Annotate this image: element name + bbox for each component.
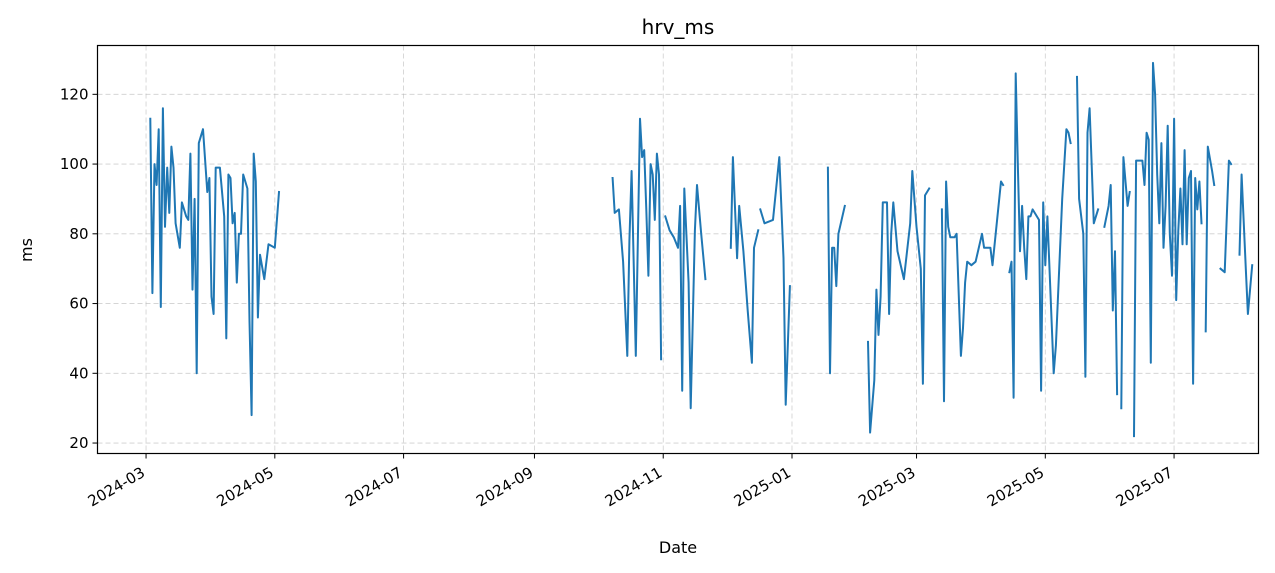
series-lines — [149, 61, 1254, 438]
series-line-segment — [866, 170, 931, 434]
series-line-segment — [1008, 72, 1072, 399]
chart-title: hrv_ms — [642, 15, 715, 39]
plot-area-frame — [96, 44, 1260, 455]
series-line-segment — [826, 166, 846, 375]
y-axis-label: ms — [17, 238, 36, 262]
series-line-segment — [1103, 184, 1119, 396]
y-tick-label: 40 — [69, 364, 88, 382]
series-line-segment — [729, 156, 760, 364]
y-tick-label: 120 — [60, 85, 89, 103]
series-line-segment — [1219, 159, 1233, 274]
y-tick-label: 80 — [69, 225, 88, 243]
series-line-segment — [611, 117, 663, 361]
series-line-segment — [1075, 75, 1100, 378]
series-line-segment — [759, 156, 791, 406]
y-tick-label: 100 — [60, 155, 89, 173]
grid-lines — [97, 45, 1259, 454]
series-line-segment — [149, 107, 281, 417]
y-tick-label: 60 — [69, 295, 88, 313]
series-line-segment — [1238, 173, 1254, 315]
series-line-segment — [664, 184, 707, 410]
y-axis-ticks: 20 40 60 80 100 120 — [60, 85, 98, 452]
x-axis-label: Date — [659, 538, 697, 557]
series-line-segment — [940, 180, 1005, 403]
series-line-segment — [1120, 156, 1131, 410]
series-line-segment — [1132, 61, 1203, 438]
y-tick-label: 20 — [69, 434, 88, 452]
series-line-segment — [1204, 145, 1216, 333]
